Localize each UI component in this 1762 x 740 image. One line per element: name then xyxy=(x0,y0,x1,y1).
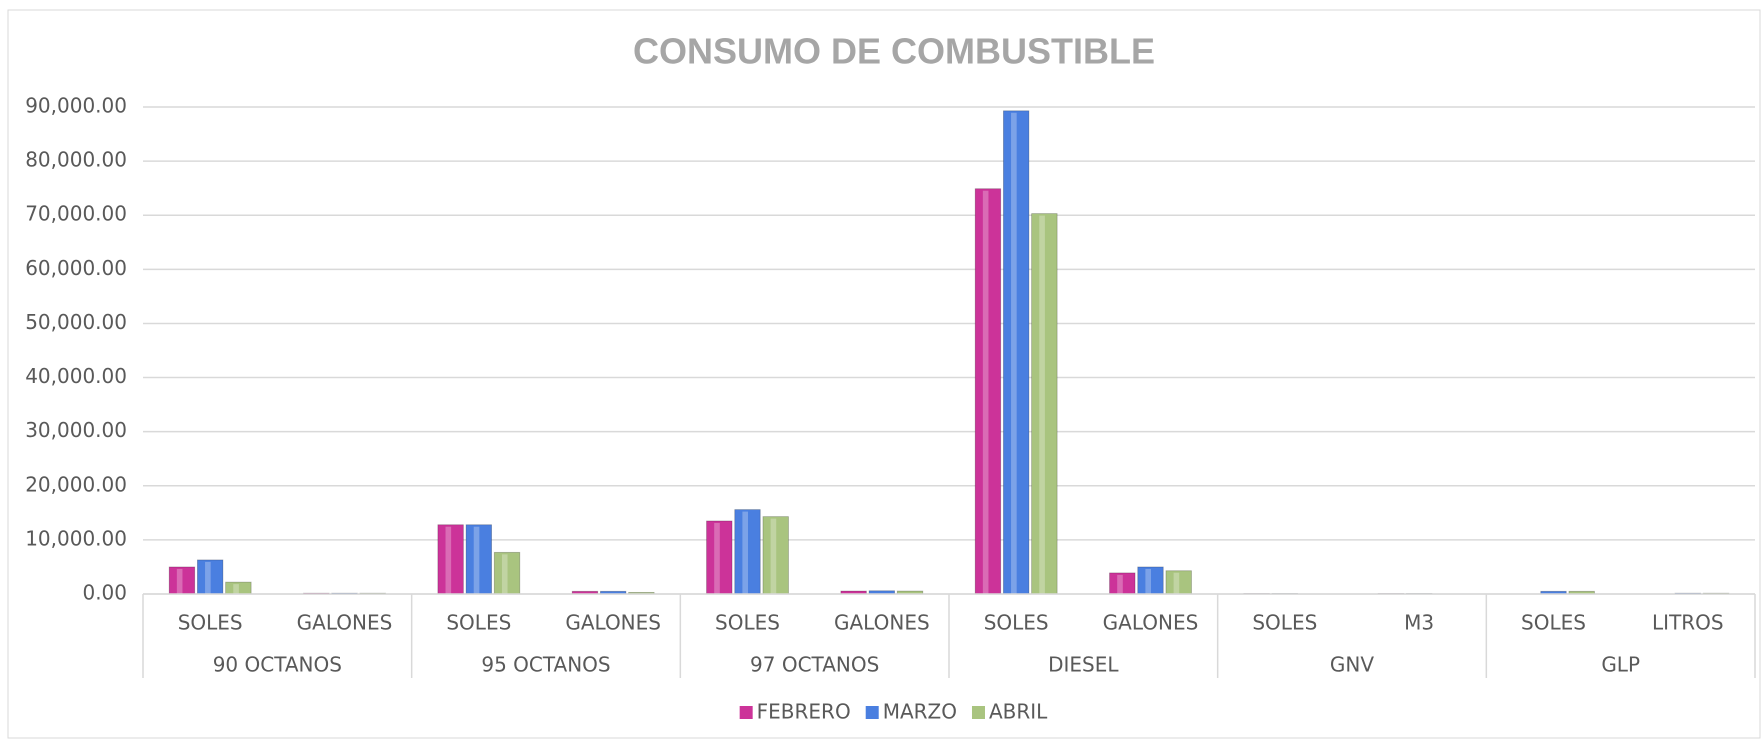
bar-highlight xyxy=(205,561,211,594)
y-tick-label: 40,000.00 xyxy=(25,364,127,388)
bar-highlight xyxy=(501,554,508,594)
legend-label: ABRIL xyxy=(989,700,1048,724)
bar xyxy=(1137,566,1164,595)
chart-border xyxy=(7,9,1761,739)
x-tick-label: SOLES xyxy=(984,611,1049,635)
group-label: GNV xyxy=(1330,653,1374,677)
bar xyxy=(1003,110,1030,595)
bar-highlight xyxy=(982,190,989,595)
y-tick-label: 0.00 xyxy=(82,581,127,605)
y-tick-label: 90,000.00 xyxy=(25,94,127,118)
x-tick-label: SOLES xyxy=(715,611,780,635)
x-tick-label: LITROS xyxy=(1652,611,1724,635)
bar-highlight xyxy=(1011,112,1017,594)
bar-highlight xyxy=(714,522,720,594)
bar-highlight xyxy=(1117,574,1123,594)
x-tick-label: GALONES xyxy=(297,611,393,635)
x-tick-label: GALONES xyxy=(1103,611,1199,635)
x-tick-label: SOLES xyxy=(178,611,243,635)
y-tick-label: 80,000.00 xyxy=(25,148,127,172)
bar-highlight xyxy=(1173,572,1180,594)
bar-highlight xyxy=(233,584,239,594)
group-label: DIESEL xyxy=(1048,653,1119,677)
bar xyxy=(734,509,761,595)
bar xyxy=(706,520,733,595)
legend-swatch xyxy=(865,706,879,719)
group-label: 95 OCTANOS xyxy=(481,653,610,677)
y-tick-label: 60,000.00 xyxy=(25,256,127,280)
legend-label: FEBRERO xyxy=(757,700,851,724)
y-tick-label: 30,000.00 xyxy=(25,418,127,442)
bar-highlight xyxy=(1039,215,1045,595)
bar xyxy=(197,559,224,595)
bar-highlight xyxy=(742,511,749,594)
legend-label: MARZO xyxy=(883,700,957,724)
x-tick-label: GALONES xyxy=(834,611,930,635)
bar-highlight xyxy=(176,568,183,594)
bar-highlight xyxy=(473,526,480,594)
x-tick-label: GALONES xyxy=(565,611,661,635)
group-label: 97 OCTANOS xyxy=(750,653,879,677)
legend-swatch xyxy=(739,706,753,719)
bar xyxy=(493,551,521,595)
group-label: 90 OCTANOS xyxy=(213,653,342,677)
y-tick-label: 50,000.00 xyxy=(25,310,127,334)
x-tick-label: SOLES xyxy=(1252,611,1317,635)
x-tick-label: SOLES xyxy=(446,611,511,635)
bar xyxy=(168,566,196,595)
bar xyxy=(762,516,789,595)
bar-highlight xyxy=(770,518,777,594)
bar-highlight xyxy=(445,526,452,594)
group-label: GLP xyxy=(1601,653,1640,677)
x-tick-label: M3 xyxy=(1404,611,1434,635)
x-tick-label: SOLES xyxy=(1521,611,1586,635)
legend-swatch xyxy=(971,706,985,719)
y-tick-label: 20,000.00 xyxy=(25,472,127,496)
y-tick-label: 10,000.00 xyxy=(25,526,127,550)
bar xyxy=(1031,213,1058,595)
chart-title: CONSUMO DE COMBUSTIBLE xyxy=(633,31,1155,72)
bar-highlight xyxy=(1145,568,1152,594)
y-tick-label: 70,000.00 xyxy=(25,202,127,226)
